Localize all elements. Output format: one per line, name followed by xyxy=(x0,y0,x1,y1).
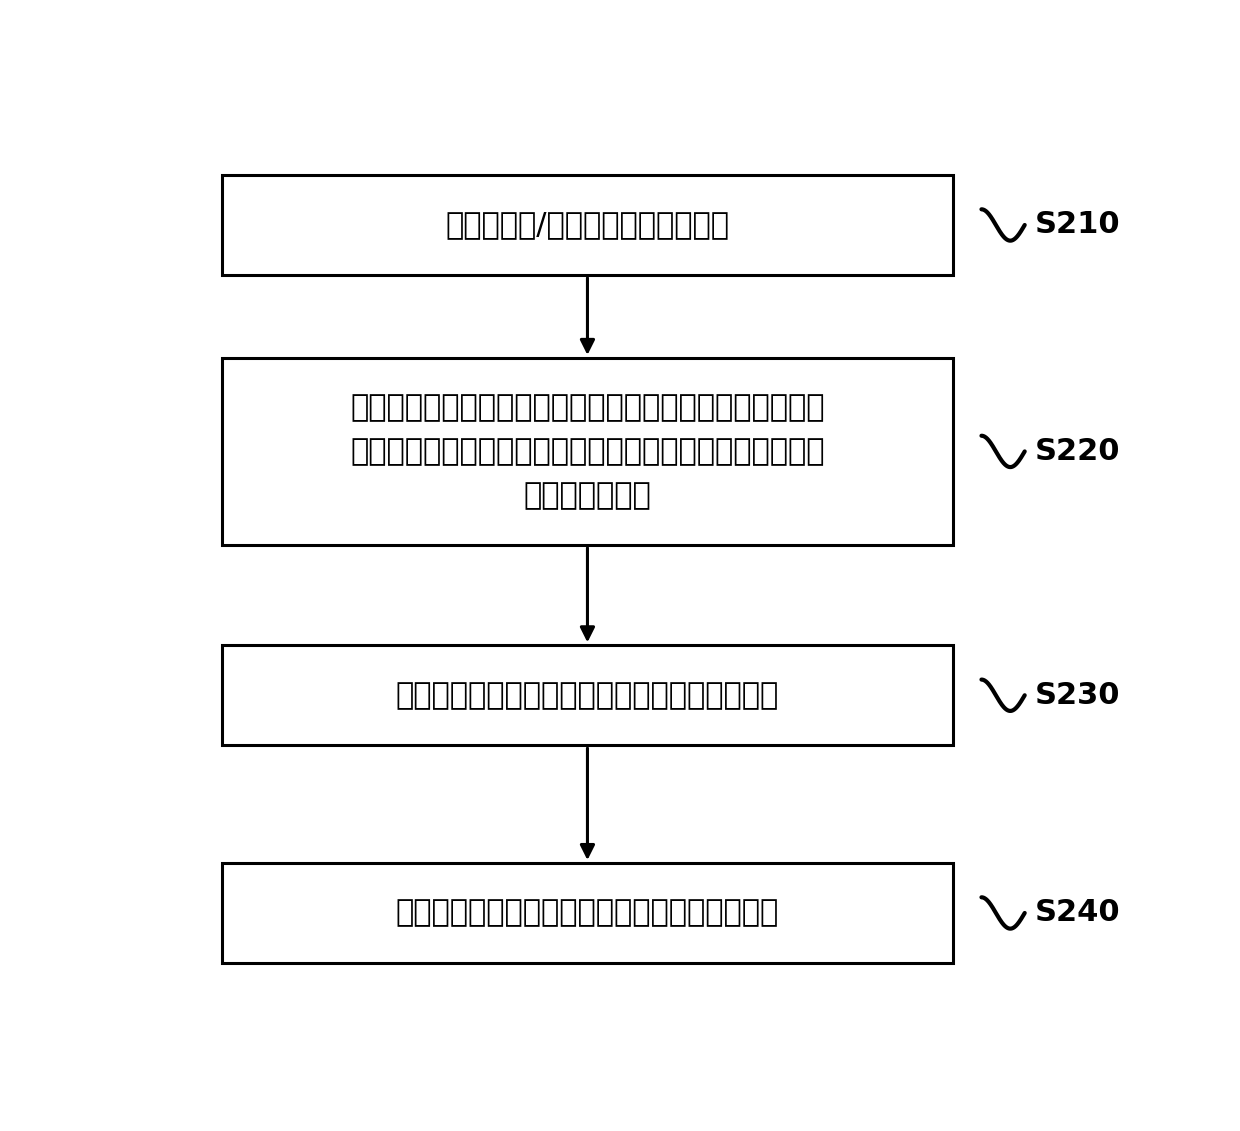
Text: S230: S230 xyxy=(1034,681,1120,710)
Text: S210: S210 xyxy=(1034,210,1120,240)
Text: 根据所述技术类型和所述当前运动轨迹进行统计: 根据所述技术类型和所述当前运动轨迹进行统计 xyxy=(396,898,779,927)
Bar xyxy=(222,357,952,545)
Bar xyxy=(222,175,952,275)
Text: S220: S220 xyxy=(1034,437,1120,466)
Bar xyxy=(222,863,952,964)
Text: 根据训练结果确定所述当前运动使用的技术类型: 根据训练结果确定所述当前运动使用的技术类型 xyxy=(396,681,779,710)
Text: 检测手臂和/或手腕的当前运动轨迹: 检测手臂和/或手腕的当前运动轨迹 xyxy=(445,210,729,240)
Text: 将所述当前运动轨迹输入预先建立的技术类型训练模型中进
行训练，所述技术类型训练模型中包含多种技术类型及对应
的已知运动轨迹: 将所述当前运动轨迹输入预先建立的技术类型训练模型中进 行训练，所述技术类型训练模… xyxy=(350,392,825,510)
Text: S240: S240 xyxy=(1034,898,1120,927)
Bar xyxy=(222,645,952,745)
